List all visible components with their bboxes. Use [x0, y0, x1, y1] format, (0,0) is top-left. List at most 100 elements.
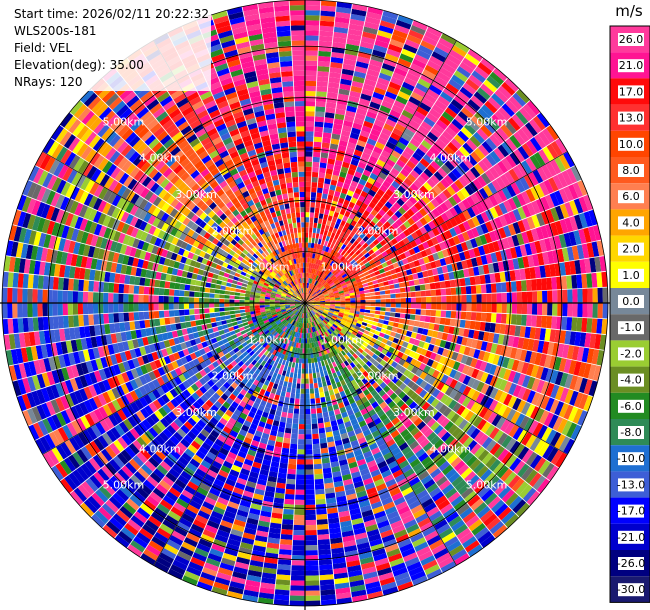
- velocity-gate: [487, 332, 495, 343]
- velocity-gate: [490, 252, 498, 264]
- velocity-gate: [319, 20, 335, 27]
- velocity-gate: [422, 270, 429, 278]
- velocity-gate: [343, 251, 349, 258]
- velocity-gate: [404, 335, 411, 343]
- velocity-gate: [289, 590, 305, 596]
- velocity-gate: [323, 183, 331, 190]
- velocity-gate: [293, 403, 300, 409]
- velocity-gate: [510, 280, 517, 293]
- velocity-gate: [312, 253, 316, 259]
- velocity-gate: [491, 303, 497, 314]
- velocity-gate: [312, 227, 317, 234]
- velocity-gate: [420, 249, 428, 258]
- velocity-gate: [355, 236, 363, 243]
- velocity-gate: [358, 273, 365, 279]
- velocity-gate: [312, 443, 321, 450]
- velocity-gate: [507, 223, 517, 236]
- velocity-gate: [491, 179, 502, 192]
- velocity-gate: [426, 238, 435, 248]
- velocity-gate: [492, 163, 505, 177]
- velocity-gate: [385, 298, 391, 303]
- velocity-gate: [337, 267, 343, 273]
- velocity-gate: [536, 303, 543, 316]
- velocity-gate: [489, 272, 496, 284]
- velocity-gate: [356, 56, 371, 64]
- velocity-gate: [554, 190, 565, 206]
- velocity-gate: [316, 282, 321, 288]
- velocity-gate: [314, 253, 319, 260]
- velocity-gate: [450, 310, 457, 319]
- velocity-gate: [465, 138, 478, 151]
- velocity-gate: [570, 165, 582, 182]
- velocity-gate: [311, 171, 319, 178]
- velocity-gate: [393, 317, 400, 323]
- velocity-gate: [434, 338, 442, 347]
- velocity-gate: [368, 258, 375, 266]
- velocity-gate: [364, 16, 381, 25]
- velocity-gate: [464, 53, 481, 67]
- velocity-gate: [390, 298, 396, 303]
- velocity-gate: [415, 303, 422, 310]
- velocity-gate: [479, 83, 495, 97]
- velocity-gate: [465, 285, 472, 295]
- velocity-gate: [345, 146, 355, 155]
- velocity-gate: [293, 524, 305, 531]
- velocity-gate: [294, 504, 305, 511]
- velocity-gate: [426, 112, 439, 124]
- velocity-gate: [333, 310, 340, 314]
- velocity-gate: [319, 25, 335, 32]
- velocity-gate: [562, 303, 568, 317]
- velocity-gate: [287, 463, 297, 470]
- velocity-gate: [413, 179, 423, 189]
- velocity-gate: [462, 220, 472, 232]
- velocity-gate: [357, 195, 366, 203]
- velocity-gate: [347, 284, 354, 289]
- velocity-gate: [334, 206, 342, 214]
- velocity-gate: [305, 166, 313, 172]
- velocity-gate: [305, 429, 312, 435]
- velocity-gate: [502, 199, 513, 213]
- velocity-gate: [385, 188, 394, 198]
- velocity-gate: [306, 262, 310, 268]
- velocity-gate: [524, 350, 533, 364]
- velocity-gate: [431, 79, 446, 92]
- velocity-gate: [536, 278, 543, 291]
- velocity-gate: [349, 295, 356, 299]
- velocity-gate: [308, 273, 312, 279]
- velocity-gate: [308, 296, 314, 301]
- velocity-gate: [433, 46, 449, 59]
- velocity-gate: [409, 182, 420, 193]
- velocity-gate: [521, 159, 533, 175]
- velocity-gate: [516, 162, 529, 177]
- velocity-gate: [432, 252, 440, 261]
- velocity-gate: [389, 311, 396, 318]
- velocity-gate: [345, 173, 354, 181]
- velocity-gate: [581, 317, 588, 333]
- velocity-gate: [379, 196, 388, 205]
- velocity-gate: [402, 164, 414, 174]
- velocity-gate: [579, 258, 587, 274]
- velocity-gate: [323, 292, 329, 296]
- velocity-gate: [395, 297, 401, 303]
- velocity-gate: [444, 219, 454, 230]
- velocity-gate: [334, 309, 340, 313]
- velocity-gate: [370, 299, 376, 303]
- velocity-gate: [390, 293, 396, 299]
- velocity-gate: [359, 232, 366, 240]
- velocity-gate: [332, 250, 339, 257]
- velocity-gate: [514, 179, 526, 193]
- velocity-gate: [525, 314, 532, 327]
- velocity-gate: [321, 280, 327, 286]
- velocity-gate: [289, 585, 305, 591]
- velocity-gate: [517, 336, 525, 350]
- velocity-gate: [563, 151, 575, 168]
- velocity-gate: [511, 234, 520, 247]
- velocity-gate: [319, 299, 326, 302]
- velocity-gate: [305, 464, 314, 470]
- velocity-gate: [390, 76, 404, 87]
- velocity-gate: [468, 181, 479, 193]
- velocity-gate: [441, 130, 454, 142]
- velocity-gate: [561, 170, 573, 186]
- velocity-gate: [415, 82, 429, 94]
- velocity-gate: [428, 55, 444, 67]
